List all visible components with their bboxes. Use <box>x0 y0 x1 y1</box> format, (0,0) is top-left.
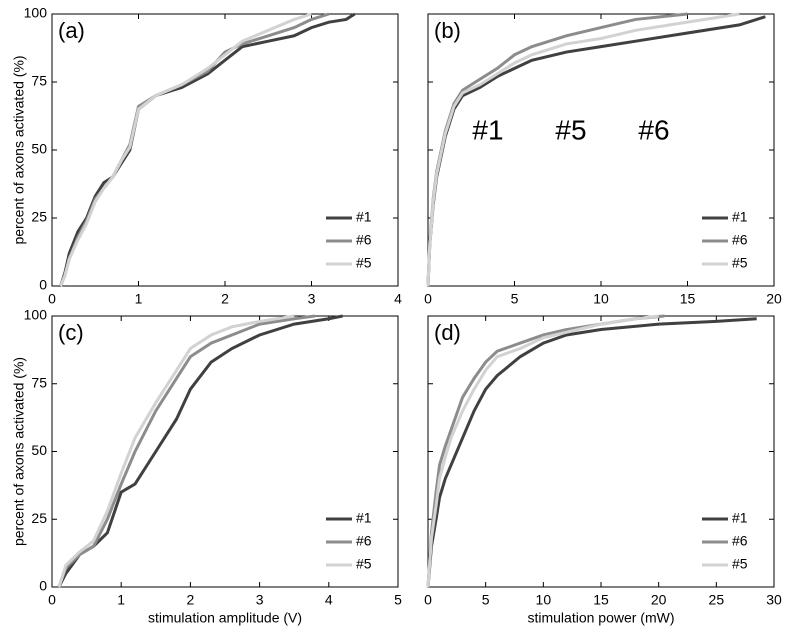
data-line <box>426 314 659 588</box>
x-tick-label: 15 <box>593 592 609 608</box>
data-line <box>59 12 312 287</box>
legend-label: #1 <box>356 510 372 526</box>
legend-label: #5 <box>732 255 748 271</box>
x-tick-label: 15 <box>680 291 696 307</box>
inset-label: #1 <box>472 114 503 145</box>
x-tick-label: 1 <box>135 291 143 307</box>
plot-area <box>51 315 399 588</box>
data-line <box>426 12 740 287</box>
inset-label: #6 <box>638 114 669 145</box>
y-tick-label: 100 <box>24 307 48 323</box>
x-tick-label: 30 <box>766 592 782 608</box>
x-tick-label: 2 <box>221 291 229 307</box>
x-tick-label: 3 <box>308 291 316 307</box>
x-tick-label: 10 <box>593 291 609 307</box>
plot-area <box>427 13 775 287</box>
inset-label: #5 <box>555 114 586 145</box>
data-line <box>426 317 757 588</box>
y-tick-label: 25 <box>31 209 47 225</box>
panel-label: (a) <box>58 18 85 43</box>
y-tick-label: 100 <box>24 5 48 21</box>
legend-label: #5 <box>732 556 748 572</box>
x-tick-label: 20 <box>766 291 782 307</box>
x-tick-label: 0 <box>48 592 56 608</box>
x-tick-label: 0 <box>424 592 432 608</box>
y-tick-label: 75 <box>31 73 47 89</box>
x-tick-label: 0 <box>48 291 56 307</box>
x-tick-label: 3 <box>256 592 264 608</box>
x-tick-label: 20 <box>651 592 667 608</box>
plot-area <box>427 315 775 588</box>
y-tick-label: 25 <box>31 510 47 526</box>
legend-label: #6 <box>732 232 748 248</box>
panel: 0 5 10 15 20 (b) #1 #6 #5 <box>424 12 782 307</box>
y-axis-label: percent of axons activated (%) <box>11 357 27 546</box>
x-tick-label: 1 <box>117 592 125 608</box>
panel: 0 1 2 3 4 0 25 50 75 100 percent of axons activate… <box>11 5 402 307</box>
x-tick-label: 5 <box>482 592 490 608</box>
legend-label: #1 <box>732 209 748 225</box>
panel-label: (c) <box>58 320 84 345</box>
data-line <box>57 314 316 588</box>
y-tick-label: 0 <box>39 277 47 293</box>
x-tick-label: 2 <box>187 592 195 608</box>
legend-label: #1 <box>356 209 372 225</box>
y-axis-label: percent of axons activated (%) <box>11 55 27 244</box>
legend-label: #5 <box>356 255 372 271</box>
x-tick-label: 4 <box>394 291 402 307</box>
legend-label: #1 <box>732 510 748 526</box>
panel-label: (d) <box>434 320 461 345</box>
x-tick-label: 5 <box>511 291 519 307</box>
x-tick-label: 0 <box>424 291 432 307</box>
legend-label: #6 <box>356 533 372 549</box>
data-line <box>57 314 295 588</box>
x-tick-label: 4 <box>325 592 333 608</box>
x-tick-label: 5 <box>394 592 402 608</box>
y-tick-label: 50 <box>31 442 47 458</box>
panel: 0 5 10 15 20 25 30 stimulation power (mW) (d) #1 #… <box>424 314 782 626</box>
legend-label: #6 <box>732 533 748 549</box>
y-tick-label: 0 <box>39 578 47 594</box>
x-tick-label: 10 <box>536 592 552 608</box>
x-tick-label: 25 <box>709 592 725 608</box>
y-tick-label: 50 <box>31 141 47 157</box>
x-axis-label: stimulation power (mW) <box>527 610 674 626</box>
y-tick-label: 75 <box>31 374 47 390</box>
legend-label: #5 <box>356 556 372 572</box>
legend-label: #6 <box>356 232 372 248</box>
panel-label: (b) <box>434 18 461 43</box>
x-axis-label: stimulation amplitude (V) <box>148 610 302 626</box>
